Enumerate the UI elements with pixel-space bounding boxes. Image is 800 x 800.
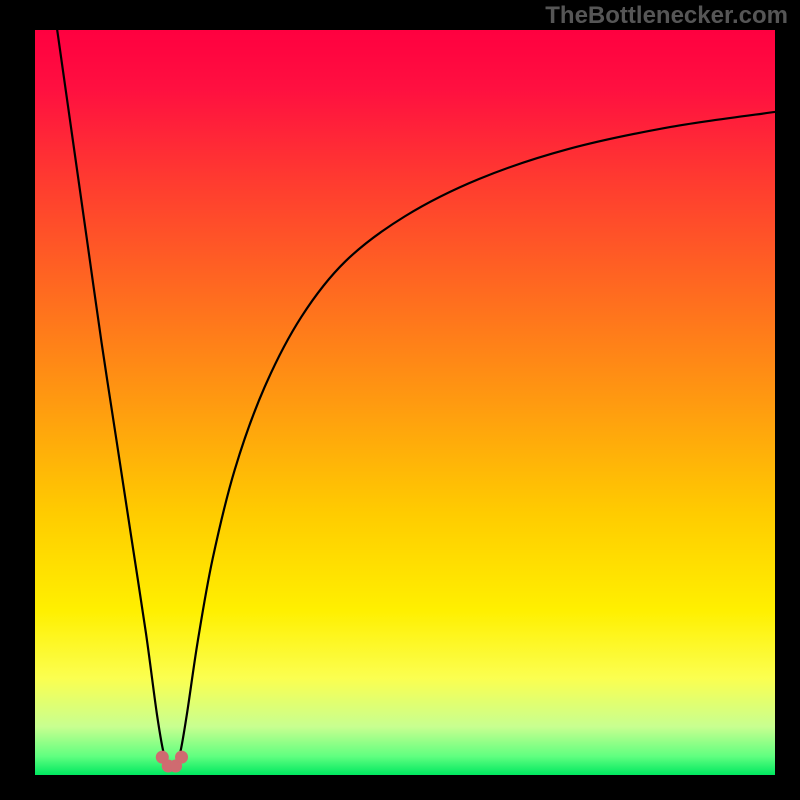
plot-area xyxy=(35,30,775,775)
minimum-markers xyxy=(156,751,187,772)
bottleneck-curve xyxy=(35,30,775,775)
source-watermark: TheBottlenecker.com xyxy=(545,2,788,30)
minimum-marker xyxy=(176,751,188,763)
chart-root: TheBottlenecker.com xyxy=(0,0,800,800)
